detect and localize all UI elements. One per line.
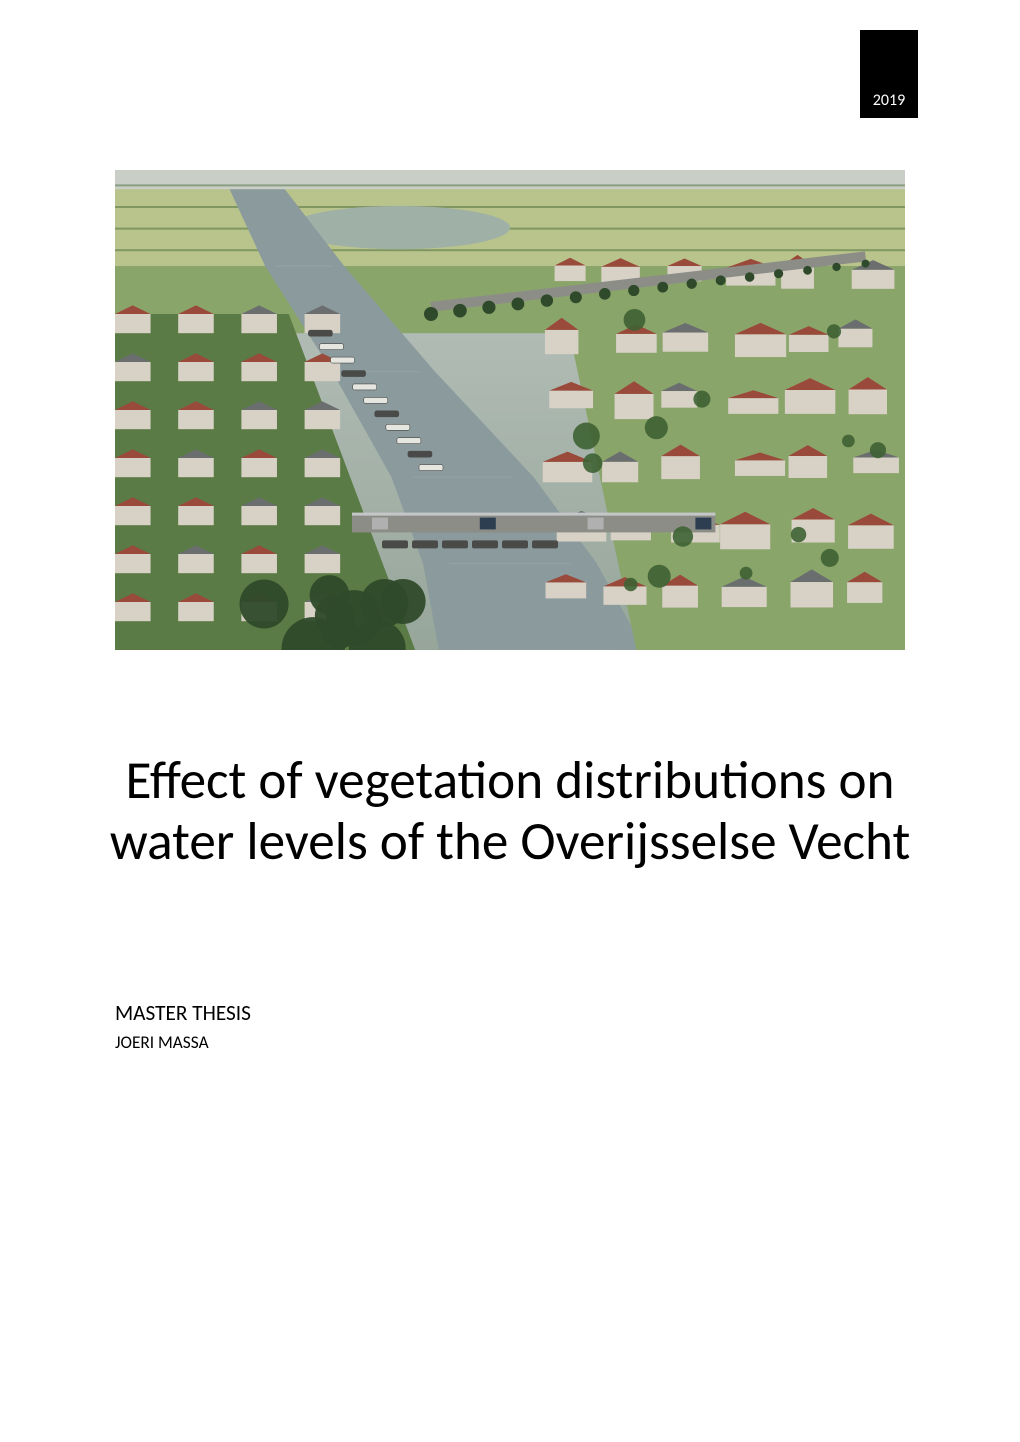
cover-figure bbox=[115, 170, 905, 650]
meta-block: MASTER THESIS JOERI MASSA bbox=[115, 1000, 251, 1053]
year-text: 2019 bbox=[873, 91, 905, 110]
cover-photo-illustration bbox=[115, 170, 905, 650]
thesis-title: Effect of vegetation distributions on wa… bbox=[100, 750, 920, 872]
author-name: JOERI MASSA bbox=[115, 1032, 251, 1053]
page: 2019 Effect of vegetation distributions … bbox=[0, 0, 1020, 1442]
year-badge: 2019 bbox=[860, 30, 918, 118]
doc-subtitle: MASTER THESIS bbox=[115, 1000, 251, 1026]
